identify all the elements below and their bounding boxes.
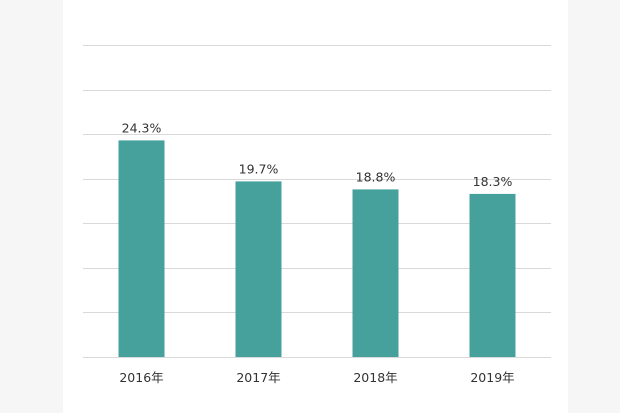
- data-label-2019年: 18.3%: [473, 174, 513, 189]
- bar-2018年: [352, 189, 399, 357]
- x-tick-label-2017年: 2017年: [236, 370, 280, 385]
- bars: [118, 140, 516, 357]
- data-label-2017年: 19.7%: [239, 161, 279, 176]
- data-label-2016年: 24.3%: [122, 120, 162, 135]
- bar-2016年: [118, 140, 165, 357]
- x-tick-label-2018年: 2018年: [353, 370, 397, 385]
- data-labels: 24.3% 19.7% 18.8% 18.3%: [122, 120, 513, 189]
- data-label-2018年: 18.8%: [356, 169, 396, 184]
- x-tick-label-2019年: 2019年: [470, 370, 514, 385]
- x-tick-label-2016年: 2016年: [119, 370, 163, 385]
- x-axis-tick-labels: 2016年 2017年 2018年 2019年: [119, 370, 514, 385]
- bar-2017年: [235, 181, 282, 357]
- bar-2019年: [469, 193, 516, 357]
